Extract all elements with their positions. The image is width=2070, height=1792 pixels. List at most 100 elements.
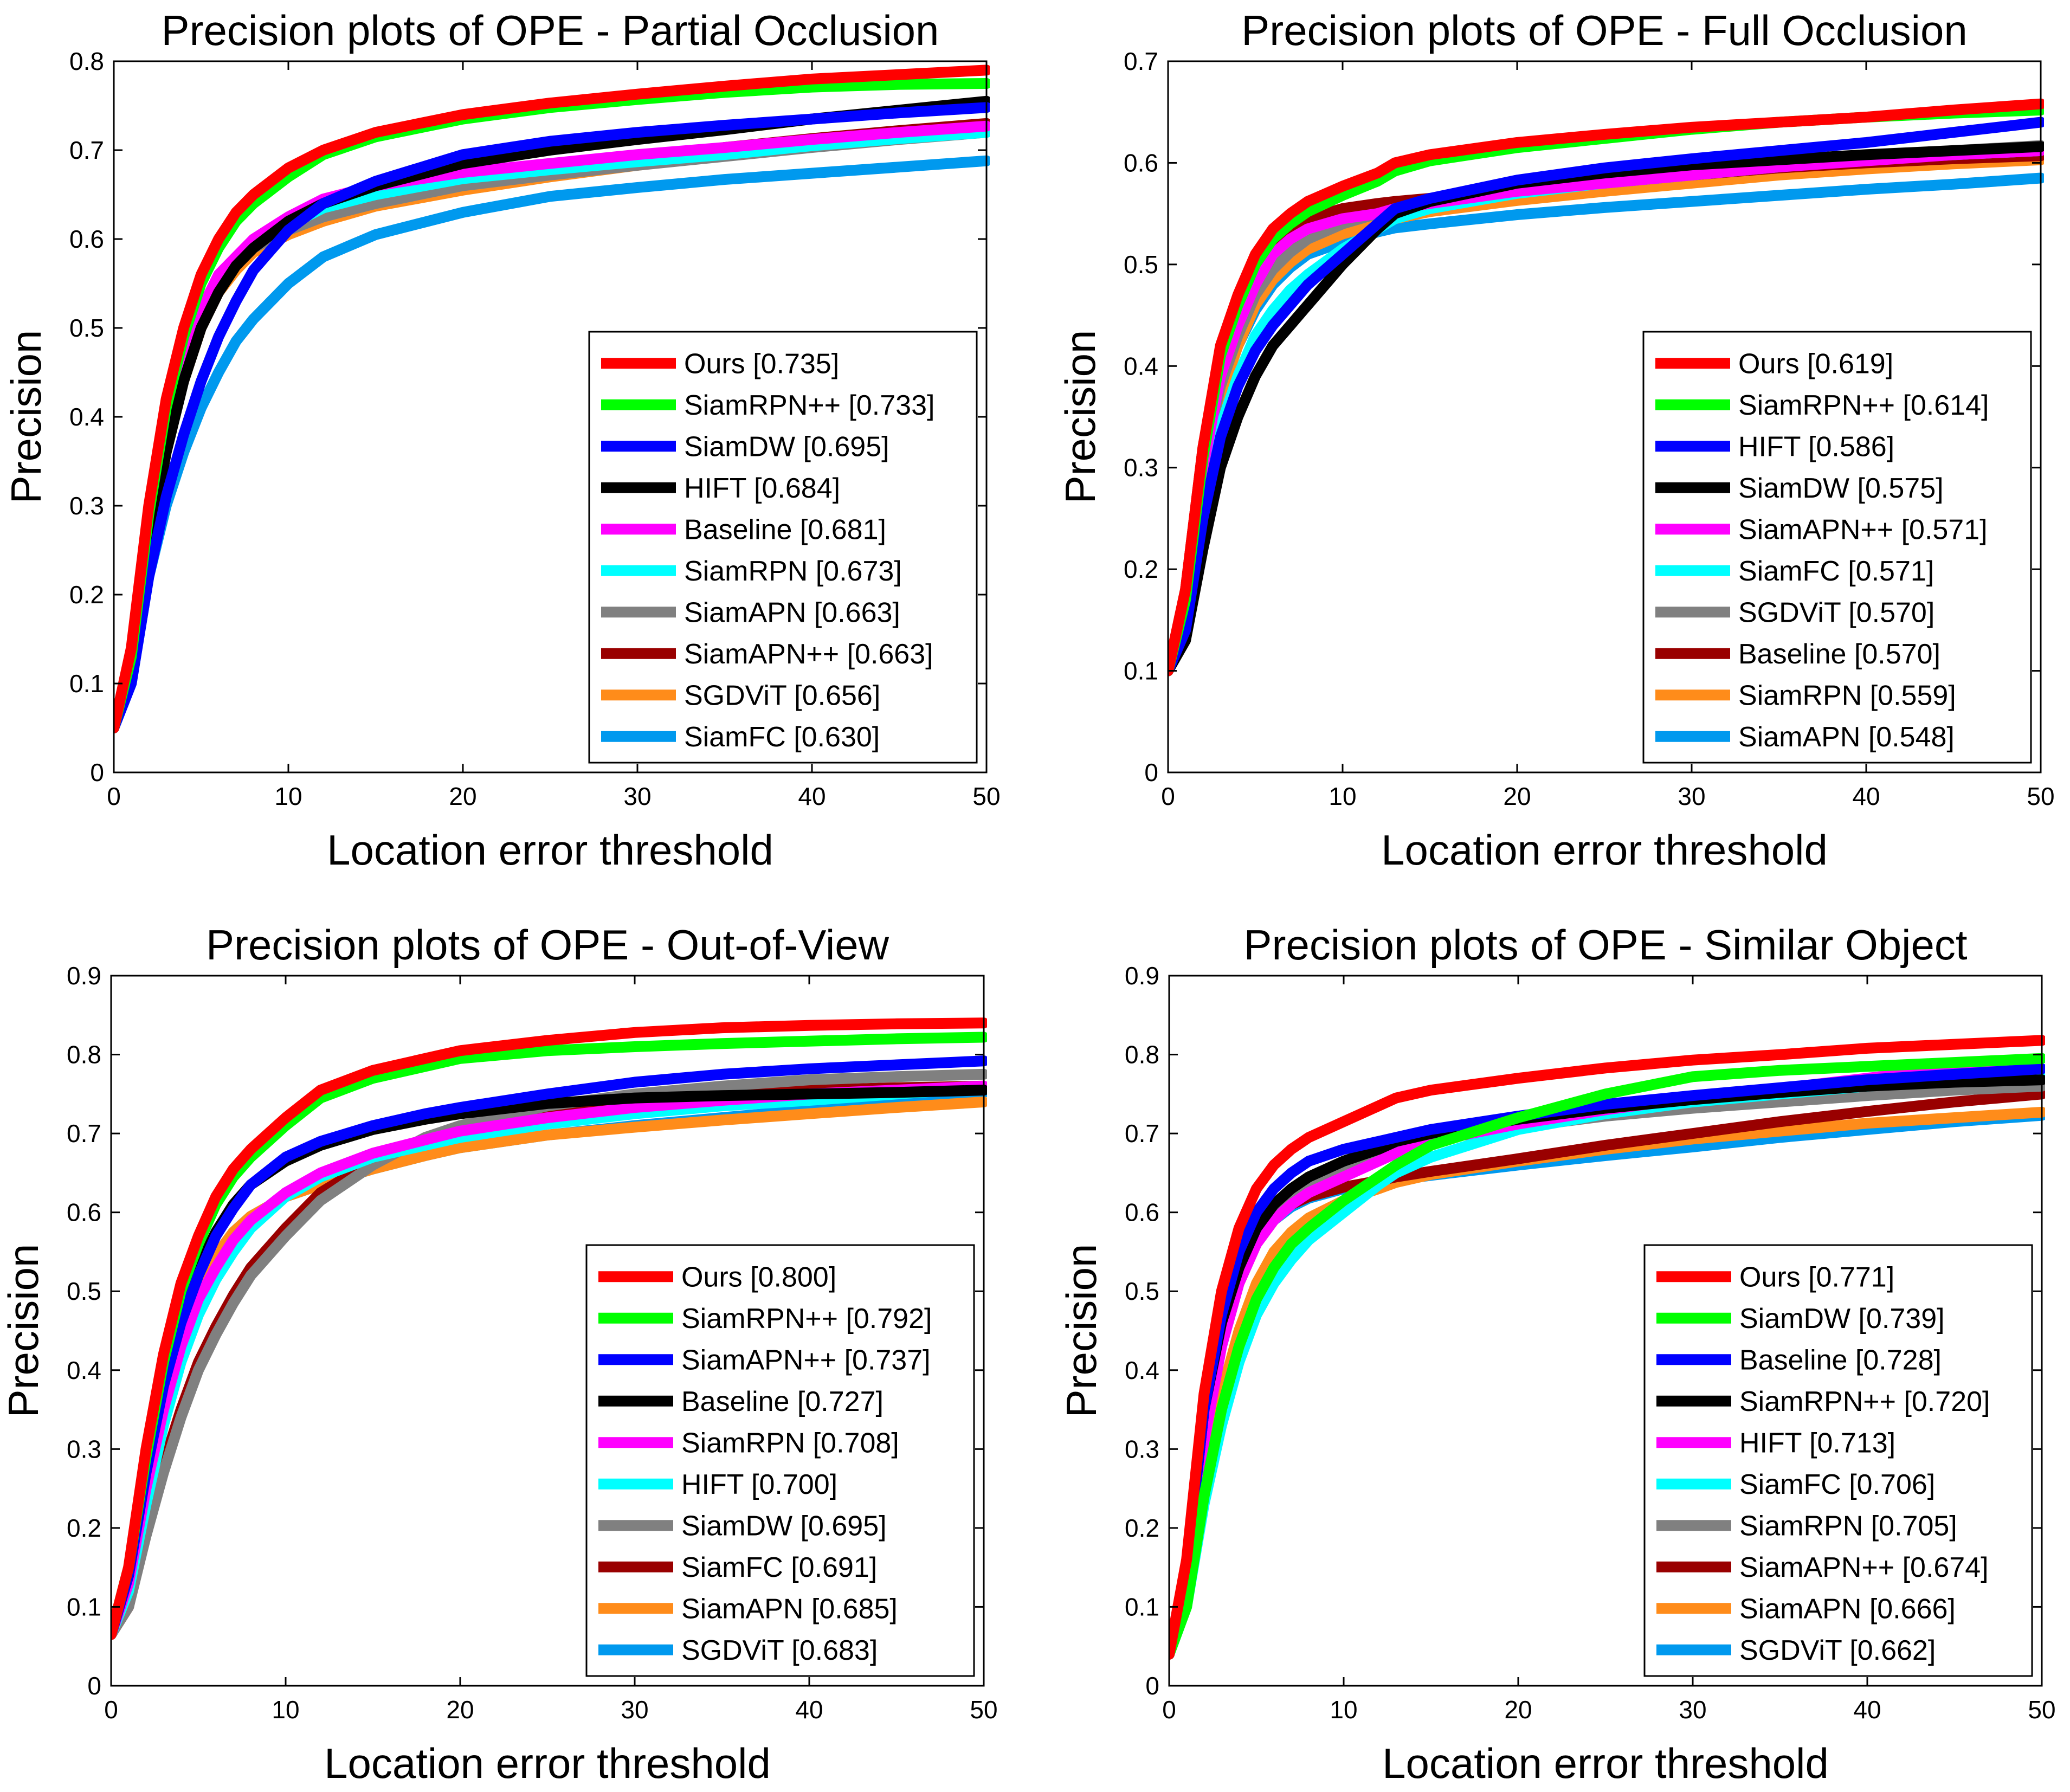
legend-entry: HIFT [0.700] [681,1469,837,1500]
x-tick-label: 40 [798,782,826,810]
series-line [111,1017,987,1640]
axes-frame [1168,975,2043,1687]
y-tick-label: 0.6 [69,225,104,253]
axes-frame [1167,60,2042,773]
y-tick-label: 0.9 [1125,962,1159,990]
legend-entry: Baseline [0.681] [684,514,886,545]
legend-entry: SiamRPN++ [0.720] [1739,1386,1990,1417]
legend-entry: Baseline [0.728] [1739,1344,1942,1376]
legend-entry: SiamRPN [0.559] [1738,680,1956,711]
legend-entry: Ours [0.735] [684,348,839,379]
y-tick-label: 0.4 [69,403,104,431]
legend-entry: SGDViT [0.662] [1739,1635,1936,1666]
legend-entry: SiamRPN++ [0.614] [1738,390,1989,421]
legend-entry: SiamAPN++ [0.674] [1739,1552,1989,1583]
x-tick-label: 20 [1503,782,1531,810]
legend-entry: SGDViT [0.683] [681,1635,878,1666]
series-line [114,65,990,733]
y-axis-label: Precision [0,1244,47,1418]
y-tick-label: 0.1 [1125,1593,1159,1621]
y-axis-label: Precision [1056,330,1104,504]
x-axis-label: Location error threshold [324,1739,771,1787]
legend-entry: Baseline [0.570] [1738,639,1940,670]
x-tick-label: 40 [1853,1696,1881,1724]
chart-panel: Precision plots of OPE - Out-of-View 0 10 2… [0,921,998,1787]
legend-entry: Ours [0.800] [681,1261,836,1293]
y-tick-label: 0.6 [1125,1198,1159,1227]
x-tick-label: 20 [1504,1696,1532,1724]
chart-panel: Precision plots of OPE - Full Occlusion 0… [1056,7,2055,874]
legend-entry: HIFT [0.713] [1739,1427,1895,1459]
y-tick-label: 0.8 [67,1041,101,1069]
legend-entry: SiamFC [0.706] [1739,1469,1935,1500]
axes-frame [110,975,985,1687]
chart-title: Precision plots of OPE - Full Occlusion [1241,7,1967,54]
x-axis-label: Location error threshold [1381,826,1828,874]
x-tick-label: 20 [449,782,476,810]
y-tick-label: 0.5 [67,1277,101,1305]
x-tick-label: 50 [970,1696,997,1724]
x-tick-label: 30 [1679,1696,1706,1724]
legend-entry: HIFT [0.586] [1738,431,1894,462]
y-tick-label: 0 [87,1672,101,1700]
chart-panel: Precision plots of OPE - Partial Occlusi… [2,7,1001,874]
x-tick-label: 0 [1161,782,1175,810]
y-tick-label: 0.8 [1125,1041,1159,1069]
series-line [1169,1035,2045,1660]
series-group [1169,1035,2045,1660]
legend-entry: SiamFC [0.691] [681,1552,877,1583]
legend-entry: SiamRPN++ [0.733] [684,390,934,421]
series-line [1168,141,2044,676]
y-tick-label: 0.2 [1124,555,1158,583]
x-tick-label: 40 [1852,782,1880,810]
y-tick-label: 0.1 [69,669,104,698]
legend-entry: SiamAPN++ [0.737] [681,1344,931,1376]
legend-entry: SGDViT [0.570] [1738,597,1934,628]
y-tick-label: 0.5 [1125,1277,1159,1305]
x-tick-label: 50 [972,782,1000,810]
legend-entry: HIFT [0.684] [684,473,840,504]
chart-panel: Precision plots of OPE - Similar Object 0… [1057,921,2056,1787]
legend-entry: SiamDW [0.575] [1738,473,1944,504]
legend-entry: SiamRPN [0.705] [1739,1510,1957,1542]
y-tick-label: 0.2 [67,1514,101,1542]
x-tick-label: 0 [104,1696,118,1724]
legend-entry: Ours [0.771] [1739,1261,1894,1293]
legend-entry: SiamAPN++ [0.571] [1738,514,1988,545]
y-tick-label: 0.1 [1124,657,1158,685]
legend-entry: SiamRPN [0.708] [681,1427,899,1459]
x-tick-label: 10 [1330,1696,1357,1724]
legend: Ours [0.619] SiamRPN++ [0.614] HIFT [0.586… [1642,331,2032,764]
y-axis-label: Precision [2,330,50,504]
y-tick-label: 0.1 [67,1593,101,1621]
y-tick-label: 0.6 [1124,149,1158,177]
x-tick-label: 50 [2027,782,2054,810]
legend-entry: SiamAPN [0.663] [684,597,900,628]
x-tick-label: 40 [795,1696,823,1724]
legend-entry: SiamRPN++ [0.792] [681,1303,932,1335]
legend-entry: SiamDW [0.739] [1739,1303,1945,1335]
series-line [1169,1053,2045,1660]
y-tick-label: 0.3 [1125,1435,1159,1463]
y-tick-label: 0.5 [1124,250,1158,279]
series-group [114,65,990,733]
series-line [114,102,990,733]
legend-entry: SiamAPN [0.685] [681,1593,898,1625]
legend-entry: SiamFC [0.571] [1738,556,1934,587]
legend-entry: SiamFC [0.630] [684,721,880,753]
y-tick-label: 0.9 [67,962,101,990]
y-tick-label: 0.7 [1125,1119,1159,1148]
x-tick-label: 20 [446,1696,474,1724]
legend: Ours [0.800] SiamRPN++ [0.792] SiamAPN++ [… [585,1244,975,1677]
x-tick-label: 10 [274,782,302,810]
legend: Ours [0.735] SiamRPN++ [0.733] SiamDW [0.6… [588,331,978,764]
legend-entry: Baseline [0.727] [681,1386,884,1417]
y-tick-label: 0 [90,758,104,787]
x-axis-label: Location error threshold [1382,1739,1829,1787]
x-tick-label: 0 [107,782,121,810]
x-tick-label: 30 [1678,782,1705,810]
legend-entry: SiamDW [0.695] [684,431,889,462]
chart-title: Precision plots of OPE - Partial Occlusi… [162,7,939,54]
series-group [1168,98,2044,676]
